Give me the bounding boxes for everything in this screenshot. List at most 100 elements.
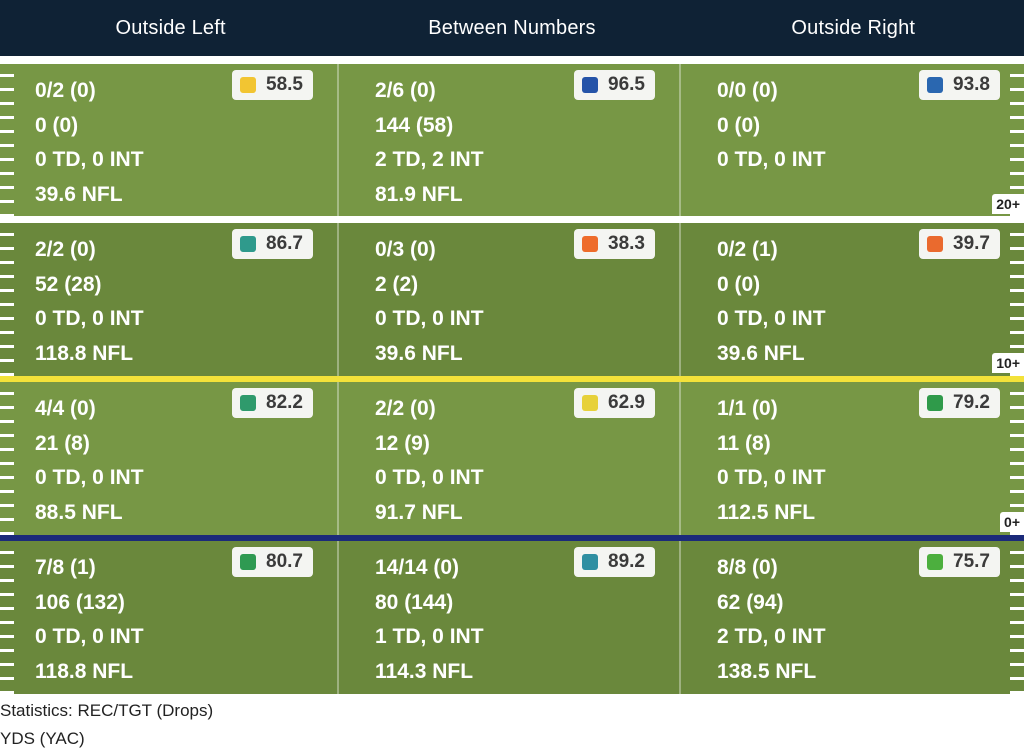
grade-badge: 89.2 xyxy=(574,547,655,577)
column-between-numbers: Between Numbers xyxy=(428,16,596,39)
grade-value: 79.2 xyxy=(953,392,990,413)
stat-line: 0 TD, 0 INT xyxy=(717,148,826,171)
passing-field-chart: 0/2 (0) 0 (0) 0 TD, 0 INT 39.6 NFL 58.5 2/6 (… xyxy=(0,56,1024,694)
hash-marks-left xyxy=(0,541,14,694)
grade-color-swatch xyxy=(240,77,257,93)
stat-line: 81.9 NFL xyxy=(375,182,463,206)
grade-value: 80.7 xyxy=(266,551,303,572)
legend-line: Statistics: REC/TGT (Drops) xyxy=(0,701,214,720)
zone-stats: 1/1 (0) 11 (8) 0 TD, 0 INT 112.5 NFL xyxy=(717,392,826,530)
zone-row-behind-los: 7/8 (1) 106 (132) 0 TD, 0 INT 118.8 NFL 80.7… xyxy=(0,541,1024,694)
stat-line: 118.8 NFL xyxy=(35,341,134,365)
zone-stats: 7/8 (1) 106 (132) 0 TD, 0 INT 118.8 NFL xyxy=(35,551,144,689)
grade-badge: 62.9 xyxy=(574,388,655,418)
zone-cell: 4/4 (0) 21 (8) 0 TD, 0 INT 88.5 NFL 82.2 xyxy=(0,382,339,535)
stat-line: 0 TD, 0 INT xyxy=(35,307,144,330)
stat-line: 0 (0) xyxy=(717,113,761,137)
stat-line: 0 (0) xyxy=(717,272,761,296)
stat-line: 114.3 NFL xyxy=(375,659,474,683)
stat-line: 2 TD, 0 INT xyxy=(717,625,826,648)
zone-row-short: 4/4 (0) 21 (8) 0 TD, 0 INT 88.5 NFL 82.2 2/2 … xyxy=(0,382,1024,535)
grade-color-swatch xyxy=(927,77,944,93)
stat-line: 88.5 NFL xyxy=(35,500,123,524)
stat-line: 112.5 NFL xyxy=(717,500,816,524)
stat-line: 0/2 (0) xyxy=(35,79,96,102)
grade-value: 58.5 xyxy=(266,74,303,95)
grade-badge: 86.7 xyxy=(232,229,313,259)
zone-cell: 8/8 (0) 62 (94) 2 TD, 0 INT 138.5 NFL 75.7 xyxy=(681,541,1024,694)
stat-line: 11 (8) xyxy=(717,431,771,455)
stat-line: 0/2 (1) xyxy=(717,238,778,261)
zone-cell: 14/14 (0) 80 (144) 1 TD, 0 INT 114.3 NFL 89.… xyxy=(339,541,681,694)
stat-line: 80 (144) xyxy=(375,590,454,614)
grade-color-swatch xyxy=(240,236,257,252)
zone-stats: 8/8 (0) 62 (94) 2 TD, 0 INT 138.5 NFL xyxy=(717,551,826,689)
stat-line: 1/1 (0) xyxy=(717,397,778,420)
zone-stats: 2/2 (0) 52 (28) 0 TD, 0 INT 118.8 NFL xyxy=(35,233,144,371)
stat-line: 2 (2) xyxy=(375,272,419,296)
grade-color-swatch xyxy=(927,395,944,411)
stat-line: 1 TD, 0 INT xyxy=(375,625,484,648)
zone-cell: 0/0 (0) 0 (0) 0 TD, 0 INT 93.8 xyxy=(681,64,1024,216)
zone-stats: 2/2 (0) 12 (9) 0 TD, 0 INT 91.7 NFL xyxy=(375,392,484,530)
legend-line: YDS (YAC) xyxy=(0,729,85,748)
hash-marks-left xyxy=(0,382,14,535)
grade-color-swatch xyxy=(927,236,944,252)
zone-cell: 0/2 (0) 0 (0) 0 TD, 0 INT 39.6 NFL 58.5 xyxy=(0,64,339,216)
grade-badge: 38.3 xyxy=(574,229,655,259)
yard-marker: 10+ xyxy=(992,353,1024,373)
grade-color-swatch xyxy=(582,236,599,252)
zone-stats: 14/14 (0) 80 (144) 1 TD, 0 INT 114.3 NFL xyxy=(375,551,484,689)
stat-line: 2/2 (0) xyxy=(375,397,436,420)
stat-line: 2/2 (0) xyxy=(35,238,96,261)
stat-line: 144 (58) xyxy=(375,113,454,137)
zone-cell: 2/2 (0) 52 (28) 0 TD, 0 INT 118.8 NFL 86.7 xyxy=(0,223,339,376)
grade-color-swatch xyxy=(240,395,257,411)
stat-line: 7/8 (1) xyxy=(35,556,96,579)
stat-line: 118.8 NFL xyxy=(35,659,134,683)
stat-line: 14/14 (0) xyxy=(375,556,460,579)
grade-badge: 80.7 xyxy=(232,547,313,577)
yard-marker: 20+ xyxy=(992,194,1024,214)
stat-line: 8/8 (0) xyxy=(717,556,778,579)
stat-line: 0/3 (0) xyxy=(375,238,436,261)
column-outside-left: Outside Left xyxy=(115,16,226,39)
zone-cell: 2/2 (0) 12 (9) 0 TD, 0 INT 91.7 NFL 62.9 xyxy=(339,382,681,535)
hash-marks-right xyxy=(1010,541,1024,694)
grade-badge: 58.5 xyxy=(232,70,313,100)
divider-10 xyxy=(0,376,1024,382)
stat-line: 21 (8) xyxy=(35,431,90,455)
stat-line: 0 TD, 0 INT xyxy=(35,625,144,648)
stat-line: 12 (9) xyxy=(375,431,430,455)
grade-badge: 79.2 xyxy=(919,388,1000,418)
zone-cell: 0/2 (1) 0 (0) 0 TD, 0 INT 39.6 NFL 39.7 xyxy=(681,223,1024,376)
stat-line: 138.5 NFL xyxy=(717,659,817,683)
zone-row-intermediate: 2/2 (0) 52 (28) 0 TD, 0 INT 118.8 NFL 86.7 0/… xyxy=(0,223,1024,376)
stat-line: 0 TD, 0 INT xyxy=(375,307,484,330)
grade-value: 86.7 xyxy=(266,233,303,254)
hash-marks-right xyxy=(1010,223,1024,376)
grade-value: 96.5 xyxy=(608,74,645,95)
zone-cell: 1/1 (0) 11 (8) 0 TD, 0 INT 112.5 NFL 79.2 xyxy=(681,382,1024,535)
stat-line: 0 TD, 0 INT xyxy=(375,466,484,489)
grade-color-swatch xyxy=(582,554,599,570)
grade-value: 93.8 xyxy=(953,74,990,95)
stat-line: 39.6 NFL xyxy=(717,341,805,365)
stat-line: 62 (94) xyxy=(717,590,784,614)
stat-line: 0 TD, 0 INT xyxy=(717,307,826,330)
column-outside-right: Outside Right xyxy=(791,16,916,39)
grade-value: 89.2 xyxy=(608,551,645,572)
legend: Statistics: REC/TGT (Drops) YDS (YAC) xyxy=(0,697,1024,753)
stat-line: 91.7 NFL xyxy=(375,500,463,524)
stat-line: 39.6 NFL xyxy=(375,341,463,365)
zone-cell: 0/3 (0) 2 (2) 0 TD, 0 INT 39.6 NFL 38.3 xyxy=(339,223,681,376)
stat-line: 2 TD, 2 INT xyxy=(375,148,484,171)
zone-stats: 0/3 (0) 2 (2) 0 TD, 0 INT 39.6 NFL xyxy=(375,233,484,371)
grade-value: 38.3 xyxy=(608,233,645,254)
grade-value: 82.2 xyxy=(266,392,303,413)
stat-line: 4/4 (0) xyxy=(35,397,96,420)
grade-badge: 96.5 xyxy=(574,70,655,100)
hash-marks-left xyxy=(0,223,14,376)
grade-value: 75.7 xyxy=(953,551,990,572)
stat-line: 0 TD, 0 INT xyxy=(35,466,144,489)
